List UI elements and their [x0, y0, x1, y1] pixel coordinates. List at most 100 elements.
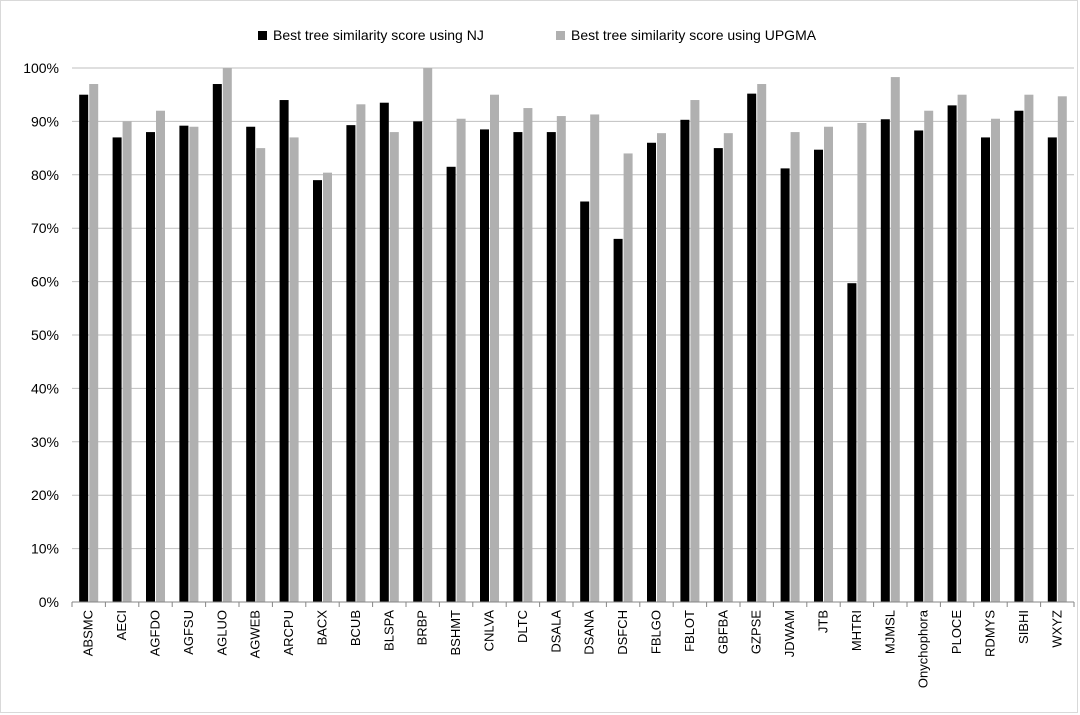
bar-upgma — [924, 110, 934, 602]
bar-nj — [914, 130, 924, 602]
bar-upgma — [156, 110, 165, 602]
bar-upgma — [189, 126, 199, 603]
x-axis — [71, 601, 1075, 607]
x-tick-label: FBLOT — [682, 610, 697, 652]
bar-nj — [947, 105, 957, 602]
bar-nj — [480, 129, 489, 602]
bar-upgma — [389, 132, 399, 602]
bar-upgma — [857, 123, 867, 602]
y-tick-label: 30% — [31, 434, 59, 450]
bar-upgma — [423, 68, 433, 602]
x-tick-label: BSHMT — [448, 610, 463, 656]
x-tick-label: BLSPA — [381, 610, 396, 651]
bar-upgma — [222, 68, 232, 602]
bar-upgma — [89, 84, 99, 602]
x-tick-label: GBFBA — [715, 610, 730, 654]
gridlines — [72, 67, 1074, 550]
x-tick-label: DSFCH — [615, 610, 630, 655]
x-tick-label: DLTC — [515, 610, 530, 643]
bar-upgma — [657, 133, 666, 602]
bar-nj — [79, 94, 89, 602]
bar-upgma — [790, 132, 800, 602]
bar-upgma — [757, 84, 767, 602]
x-tick-label: WXYZ — [1049, 610, 1064, 648]
legend-label-upgma: Best tree similarity score using UPGMA — [571, 27, 817, 43]
bar-upgma — [723, 133, 733, 602]
bar-nj — [1047, 137, 1057, 603]
y-tick-label: 70% — [31, 220, 59, 236]
x-tick-label: AGFDO — [148, 610, 163, 656]
x-tick-label: PLOCE — [949, 610, 964, 654]
legend-swatch-upgma — [556, 30, 565, 40]
bar-upgma — [289, 137, 299, 603]
bar-nj — [246, 126, 256, 603]
x-tick-label: BCUB — [348, 610, 363, 646]
x-tick-label: GZPSE — [749, 610, 764, 654]
x-tick-label: DSALA — [548, 610, 563, 653]
bar-nj — [212, 84, 222, 602]
bar-upgma — [356, 104, 366, 602]
bar-nj — [379, 102, 389, 603]
legend-swatch-nj — [258, 30, 267, 40]
bar-nj — [546, 132, 556, 602]
bar-nj — [613, 238, 623, 602]
bar-nj — [847, 283, 857, 602]
bar-upgma — [991, 118, 1000, 602]
x-tick-label: AECI — [114, 610, 129, 640]
x-tick-label: MHTRI — [849, 610, 864, 651]
chart-legend: Best tree similarity score using NJ Best… — [0, 27, 1080, 45]
bar-upgma — [323, 172, 332, 602]
bar-upgma — [690, 100, 700, 602]
x-tick-label: ARCPU — [281, 610, 296, 656]
x-tick-label: AGFSU — [181, 610, 196, 655]
bar-upgma — [890, 77, 900, 602]
bar-upgma — [456, 118, 466, 602]
y-tick-label: 80% — [31, 167, 59, 183]
x-tick-label: CNLVA — [482, 610, 497, 652]
bar-nj — [346, 125, 356, 602]
bar-nj — [814, 149, 823, 602]
bar-upgma — [556, 116, 566, 602]
bar-upgma — [523, 108, 533, 603]
bar-upgma — [824, 126, 833, 603]
bars — [79, 68, 1067, 603]
x-tick-label: BRBP — [415, 610, 430, 645]
x-tick-label: BACX — [315, 610, 330, 646]
legend-item-upgma: Best tree similarity score using UPGMA — [556, 27, 816, 43]
y-axis-tick-labels: 0% 10% 20% 30% 40% 50% 60% 70% 80% 90% 100% — [23, 60, 59, 610]
y-tick-label: 0% — [39, 594, 59, 610]
bar-nj — [780, 168, 790, 602]
x-tick-label: Onychophora — [916, 609, 931, 688]
y-tick-label: 20% — [31, 487, 59, 503]
legend-item-nj: Best tree similarity score using NJ — [258, 27, 484, 43]
bar-nj — [680, 119, 690, 602]
y-tick-label: 60% — [31, 274, 59, 290]
bar-upgma — [490, 94, 499, 602]
x-tick-label: ABSMC — [81, 610, 96, 656]
y-tick-label: 50% — [31, 327, 59, 343]
bar-nj — [112, 137, 122, 603]
bar-nj — [413, 121, 423, 603]
bar-nj — [580, 201, 590, 602]
bar-upgma — [256, 148, 266, 602]
legend-label-nj: Best tree similarity score using NJ — [273, 27, 484, 43]
y-tick-label: 40% — [31, 380, 59, 396]
bar-nj — [513, 132, 523, 602]
y-tick-label: 90% — [31, 113, 59, 129]
bar-nj — [179, 125, 189, 602]
x-tick-label: FBLGO — [649, 610, 664, 654]
y-tick-label: 100% — [23, 60, 59, 76]
bar-upgma — [957, 94, 967, 602]
x-tick-label: AGWEB — [248, 610, 263, 658]
bar-nj — [713, 148, 723, 602]
bar-upgma — [1057, 96, 1067, 602]
bar-upgma — [1024, 94, 1034, 602]
bar-nj — [446, 166, 456, 603]
x-tick-label: SIBHI — [1016, 610, 1031, 644]
x-axis-tick-labels: ABSMC AECI AGFDO AGFSU AGLUO AGWEB ARCPU BACX BC… — [81, 609, 1065, 688]
bar-nj — [747, 93, 757, 603]
x-tick-label: RDMYS — [983, 610, 998, 657]
y-tick-label: 10% — [31, 541, 59, 557]
